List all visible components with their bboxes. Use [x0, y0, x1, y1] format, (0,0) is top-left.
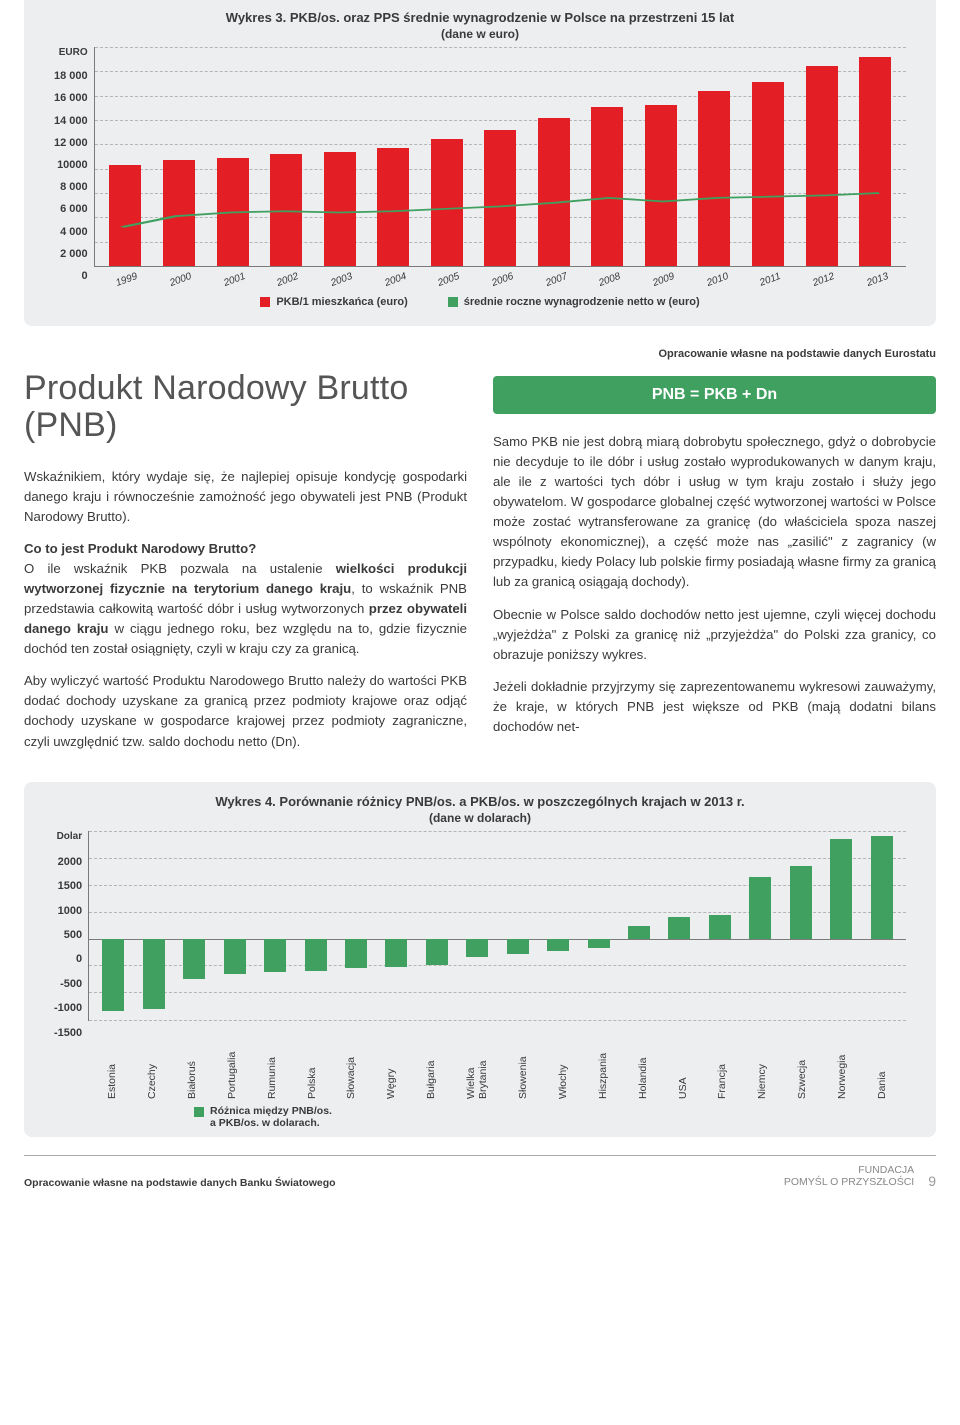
chart3-source: Opracowanie własne na podstawie danych E… — [24, 348, 936, 360]
chart4-bar — [668, 917, 690, 939]
chart4-bar — [871, 836, 893, 939]
chart3-panel: Wykres 3. PKB/os. oraz PPS średnie wynag… — [24, 0, 936, 326]
chart3-yaxis: EURO 18 000 16 000 14 000 12 000 10000 8… — [54, 47, 94, 282]
chart4-bar — [305, 939, 327, 971]
para-right-2: Obecnie w Polsce saldo dochodów netto je… — [493, 605, 936, 665]
para-left-1: Wskaźnikiem, który wydaje się, że najlep… — [24, 467, 467, 527]
page-number: 9 — [928, 1173, 936, 1189]
chart4-bar — [628, 926, 650, 940]
chart4-bar — [183, 939, 205, 979]
chart4-bar — [588, 939, 610, 948]
chart4-bar — [264, 939, 286, 972]
footer-source: Opracowanie własne na podstawie danych B… — [24, 1177, 336, 1189]
chart4-subtitle: (dane w dolarach) — [54, 811, 906, 825]
page-footer: Opracowanie własne na podstawie danych B… — [0, 1156, 960, 1197]
chart4-bar — [466, 939, 488, 956]
chart4-bar — [102, 939, 124, 1011]
chart4-bar — [224, 939, 246, 974]
chart4-bar — [749, 877, 771, 939]
chart4-panel: Wykres 4. Porównanie różnicy PNB/os. a P… — [24, 782, 936, 1137]
chart4-yaxis: Dolar 2000 1500 1000 500 0 -500 -1000 -1… — [54, 831, 88, 1039]
chart3-body: EURO 18 000 16 000 14 000 12 000 10000 8… — [54, 47, 906, 282]
para-left-3: Aby wyliczyć wartość Produktu Narodowego… — [24, 671, 467, 751]
chart4-bar — [507, 939, 529, 954]
pnb-heading: Produkt Narodowy Brutto (PNB) — [24, 370, 467, 445]
chart4-bar — [709, 915, 731, 939]
chart4-title: Wykres 4. Porównanie różnicy PNB/os. a P… — [54, 794, 906, 809]
chart4-bar — [790, 866, 812, 939]
para-right-1: Samo PKB nie jest dobrą miarą dobrobytu … — [493, 432, 936, 593]
chart4-bar — [547, 939, 569, 951]
chart3-plot — [94, 47, 906, 267]
chart3-subtitle: (dane w euro) — [54, 27, 906, 41]
para-left-2: Co to jest Produkt Narodowy Brutto? O il… — [24, 539, 467, 659]
chart4-plot — [88, 831, 906, 1021]
chart3-legend: PKB/1 mieszkańca (euro) średnie roczne w… — [54, 296, 906, 308]
chart3-title: Wykres 3. PKB/os. oraz PPS średnie wynag… — [54, 10, 906, 25]
chart4-bar — [385, 939, 407, 967]
chart4-legend: Różnica między PNB/os. a PKB/os. w dolar… — [194, 1105, 906, 1129]
para-right-3: Jeżeli dokładnie przyjrzymy się zaprezen… — [493, 677, 936, 737]
chart4-xaxis: EstoniaCzechyBiałoruśPortugaliaRumuniaPo… — [88, 1021, 906, 1099]
footer-brand: FUNDACJAPOMYŚL O PRZYSZŁOŚCI — [784, 1164, 914, 1189]
formula-box: PNB = PKB + Dn — [493, 376, 936, 414]
chart4-bar — [143, 939, 165, 1008]
chart4-bar — [426, 939, 448, 965]
chart4-bar — [345, 939, 367, 968]
chart4-bar — [830, 839, 852, 939]
chart3-xaxis: 1999200020012002200320042005200620072008… — [94, 267, 906, 282]
